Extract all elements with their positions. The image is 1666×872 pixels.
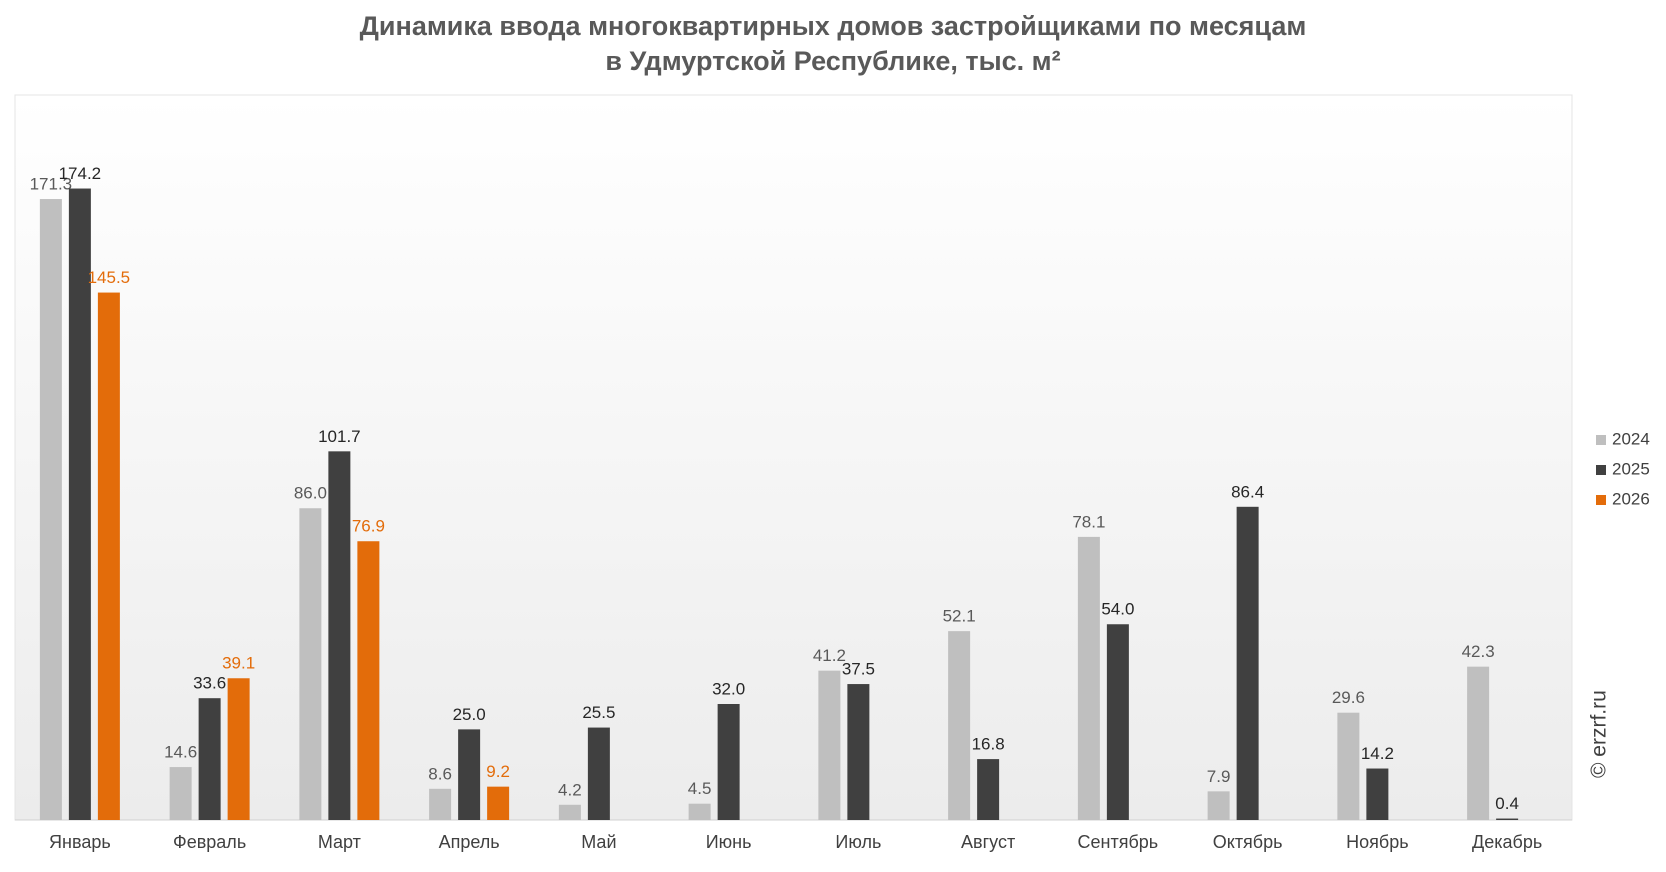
bar (1077, 536, 1100, 820)
bar (169, 767, 192, 820)
x-tick-label: Апрель (439, 832, 500, 852)
bar (458, 729, 481, 820)
bar (227, 678, 250, 820)
x-tick-label: Июнь (706, 832, 752, 852)
legend-label: 2025 (1612, 459, 1650, 478)
bar (198, 698, 221, 820)
bar (717, 704, 740, 820)
value-label: 7.9 (1207, 767, 1231, 786)
value-label: 14.2 (1361, 744, 1394, 763)
value-label: 52.1 (943, 607, 976, 626)
x-tick-label: Декабрь (1472, 832, 1542, 852)
value-label: 86.4 (1231, 482, 1264, 501)
value-label: 86.0 (294, 484, 327, 503)
bar (487, 786, 510, 820)
legend-label: 2024 (1612, 429, 1650, 448)
legend-label: 2026 (1612, 489, 1650, 508)
bar (39, 199, 62, 821)
chart-subtitle: в Удмуртской Республике, тыс. м² (605, 46, 1060, 76)
value-label: 25.0 (453, 705, 486, 724)
legend-swatch (1596, 435, 1606, 445)
bar (1236, 506, 1259, 820)
value-label: 42.3 (1462, 642, 1495, 661)
bar (1496, 818, 1519, 820)
bar (328, 451, 351, 820)
value-label: 76.9 (352, 517, 385, 536)
value-label: 145.5 (88, 268, 131, 287)
bar (1207, 791, 1230, 820)
chart-title: Динамика ввода многоквартирных домов зас… (360, 11, 1307, 41)
value-label: 78.1 (1072, 512, 1105, 531)
bar (299, 508, 322, 820)
legend-swatch (1596, 495, 1606, 505)
x-tick-label: Март (318, 832, 361, 852)
value-label: 4.2 (558, 780, 582, 799)
bar (948, 631, 971, 820)
value-label: 0.4 (1495, 794, 1519, 813)
value-label: 9.2 (486, 762, 510, 781)
value-label: 4.5 (688, 779, 712, 798)
plot-area (14, 94, 1573, 821)
bar (1366, 768, 1389, 820)
value-label: 54.0 (1101, 600, 1134, 619)
bar (97, 292, 120, 820)
watermark: © erzrf.ru (1588, 690, 1611, 778)
bar (818, 670, 841, 820)
x-tick-label: Май (581, 832, 616, 852)
bar (68, 188, 91, 820)
value-label: 29.6 (1332, 688, 1365, 707)
value-label: 16.8 (972, 735, 1005, 754)
value-label: 32.0 (712, 679, 745, 698)
bar (1467, 666, 1490, 820)
legend-swatch (1596, 465, 1606, 475)
x-tick-label: Октябрь (1213, 832, 1283, 852)
bar (1337, 712, 1360, 820)
value-label: 101.7 (318, 427, 361, 446)
value-label: 25.5 (582, 703, 615, 722)
x-tick-label: Ноябрь (1346, 832, 1408, 852)
x-tick-label: Август (961, 832, 1015, 852)
value-label: 8.6 (428, 764, 452, 783)
bar (1106, 624, 1129, 820)
value-label: 171.3 (30, 175, 73, 194)
x-tick-label: Январь (49, 832, 111, 852)
bar (977, 759, 1000, 820)
bar (429, 788, 452, 820)
bar (847, 684, 870, 820)
value-label: 39.1 (222, 654, 255, 673)
value-label: 14.6 (164, 743, 197, 762)
bar (357, 541, 380, 820)
value-label: 174.2 (59, 164, 102, 183)
x-tick-label: Февраль (173, 832, 246, 852)
bar (587, 727, 610, 820)
x-tick-label: Июль (835, 832, 881, 852)
bar (688, 803, 711, 820)
x-tick-label: Сентябрь (1078, 832, 1159, 852)
value-label: 37.5 (842, 660, 875, 679)
bar (558, 804, 581, 820)
value-label: 33.6 (193, 674, 226, 693)
value-label: 41.2 (813, 646, 846, 665)
